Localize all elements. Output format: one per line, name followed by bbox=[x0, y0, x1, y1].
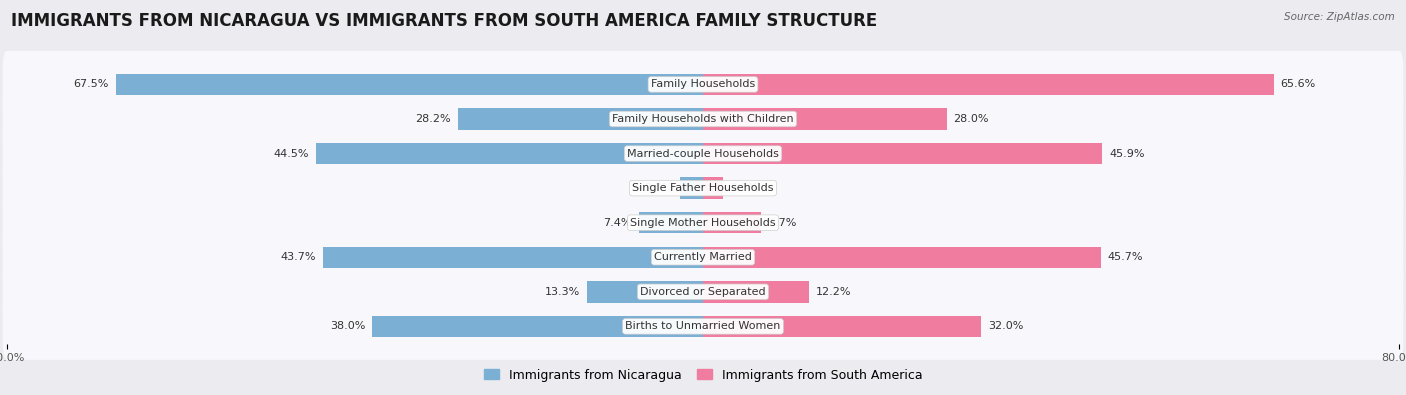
Bar bbox=[588, 281, 703, 303]
Text: 45.7%: 45.7% bbox=[1108, 252, 1143, 262]
Text: 12.2%: 12.2% bbox=[815, 287, 852, 297]
Text: Divorced or Separated: Divorced or Separated bbox=[640, 287, 766, 297]
Text: Single Father Households: Single Father Households bbox=[633, 183, 773, 193]
Text: 28.2%: 28.2% bbox=[415, 114, 451, 124]
Text: 32.0%: 32.0% bbox=[988, 322, 1024, 331]
Bar bbox=[323, 246, 703, 268]
Bar bbox=[638, 212, 703, 233]
FancyBboxPatch shape bbox=[3, 258, 1403, 325]
Text: 6.7%: 6.7% bbox=[768, 218, 797, 228]
FancyBboxPatch shape bbox=[3, 154, 1403, 222]
Bar bbox=[703, 177, 723, 199]
Text: Family Households with Children: Family Households with Children bbox=[612, 114, 794, 124]
Bar bbox=[703, 108, 946, 130]
Text: Births to Unmarried Women: Births to Unmarried Women bbox=[626, 322, 780, 331]
Bar bbox=[458, 108, 703, 130]
Text: 7.4%: 7.4% bbox=[603, 218, 631, 228]
Bar bbox=[703, 74, 1274, 95]
Bar bbox=[703, 212, 761, 233]
Text: Source: ZipAtlas.com: Source: ZipAtlas.com bbox=[1284, 12, 1395, 22]
Bar bbox=[373, 316, 703, 337]
FancyBboxPatch shape bbox=[3, 224, 1403, 291]
Bar bbox=[679, 177, 703, 199]
Text: 65.6%: 65.6% bbox=[1281, 79, 1316, 89]
Text: Married-couple Households: Married-couple Households bbox=[627, 149, 779, 158]
Bar bbox=[703, 143, 1102, 164]
Bar bbox=[316, 143, 703, 164]
Text: 67.5%: 67.5% bbox=[73, 79, 108, 89]
Text: 2.7%: 2.7% bbox=[644, 183, 672, 193]
Text: 38.0%: 38.0% bbox=[330, 322, 366, 331]
Bar bbox=[703, 316, 981, 337]
FancyBboxPatch shape bbox=[3, 120, 1403, 187]
Text: Family Households: Family Households bbox=[651, 79, 755, 89]
FancyBboxPatch shape bbox=[3, 51, 1403, 118]
Text: 13.3%: 13.3% bbox=[546, 287, 581, 297]
Bar bbox=[703, 281, 808, 303]
FancyBboxPatch shape bbox=[3, 189, 1403, 256]
Bar bbox=[703, 246, 1101, 268]
Text: 45.9%: 45.9% bbox=[1109, 149, 1144, 158]
Text: 43.7%: 43.7% bbox=[280, 252, 316, 262]
Text: 28.0%: 28.0% bbox=[953, 114, 988, 124]
Text: IMMIGRANTS FROM NICARAGUA VS IMMIGRANTS FROM SOUTH AMERICA FAMILY STRUCTURE: IMMIGRANTS FROM NICARAGUA VS IMMIGRANTS … bbox=[11, 12, 877, 30]
Text: 2.3%: 2.3% bbox=[730, 183, 758, 193]
Bar bbox=[115, 74, 703, 95]
Text: 44.5%: 44.5% bbox=[273, 149, 309, 158]
Text: Currently Married: Currently Married bbox=[654, 252, 752, 262]
Legend: Immigrants from Nicaragua, Immigrants from South America: Immigrants from Nicaragua, Immigrants fr… bbox=[484, 369, 922, 382]
FancyBboxPatch shape bbox=[3, 85, 1403, 152]
FancyBboxPatch shape bbox=[3, 293, 1403, 360]
Text: Single Mother Households: Single Mother Households bbox=[630, 218, 776, 228]
